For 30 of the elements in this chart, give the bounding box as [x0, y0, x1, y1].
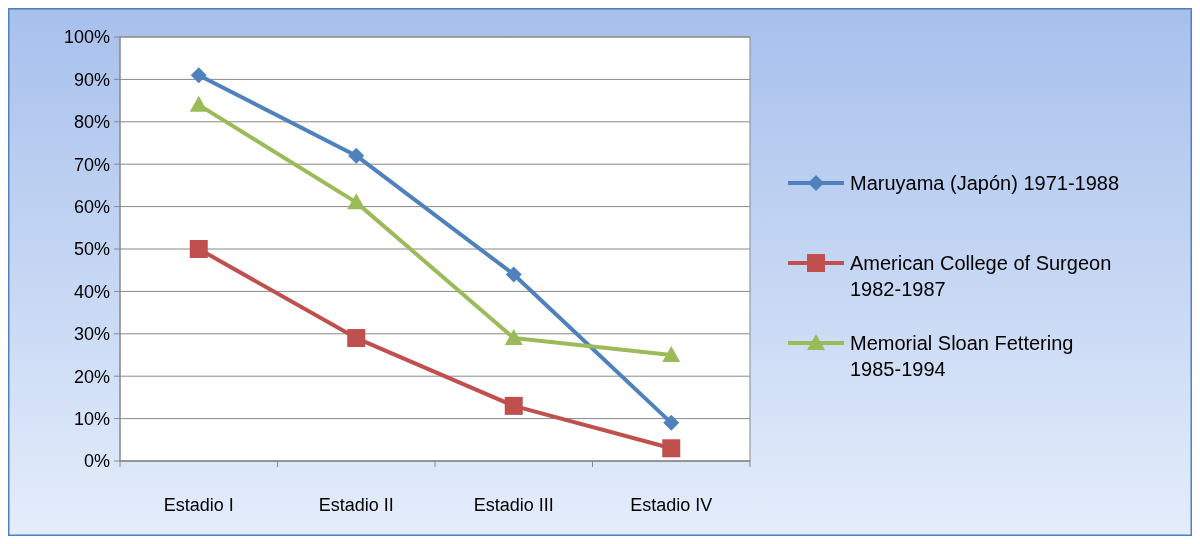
- legend-label: American College of Surgeon 1982-1987: [850, 252, 1112, 300]
- x-tick-label: Estadio I: [163, 495, 234, 515]
- x-tick-label: Estadio IV: [630, 495, 713, 515]
- y-tick-label: 30%: [73, 324, 110, 345]
- y-tick-label: 90%: [73, 69, 110, 90]
- y-tick-label: 40%: [73, 281, 110, 302]
- point: [190, 67, 207, 84]
- point: [189, 95, 208, 112]
- point: [348, 147, 365, 164]
- point: [504, 396, 523, 415]
- point: [504, 329, 523, 346]
- point: [662, 346, 681, 362]
- x-tick-label: Estadio II: [318, 495, 394, 515]
- y-tick-label: 70%: [73, 154, 110, 175]
- y-tick-label: 0%: [83, 451, 110, 472]
- point: [347, 329, 366, 348]
- point: [347, 193, 366, 210]
- legend-label: Memorial Sloan Fettering 1985-1994: [850, 332, 1074, 380]
- x-tick-label: Estadio III: [473, 495, 554, 515]
- y-tick-label: 50%: [73, 239, 110, 260]
- y-tick-label: 80%: [73, 112, 110, 133]
- legend-label: Maruyama (Japón) 1971-1988: [850, 172, 1120, 194]
- point: [663, 414, 680, 431]
- point: [189, 240, 208, 258]
- y-tick-label: 10%: [73, 408, 110, 429]
- y-tick-label: 100%: [63, 27, 110, 48]
- y-tick-label: 20%: [73, 366, 110, 387]
- y-tick-label: 60%: [73, 196, 110, 217]
- point: [505, 266, 522, 283]
- point: [662, 439, 681, 458]
